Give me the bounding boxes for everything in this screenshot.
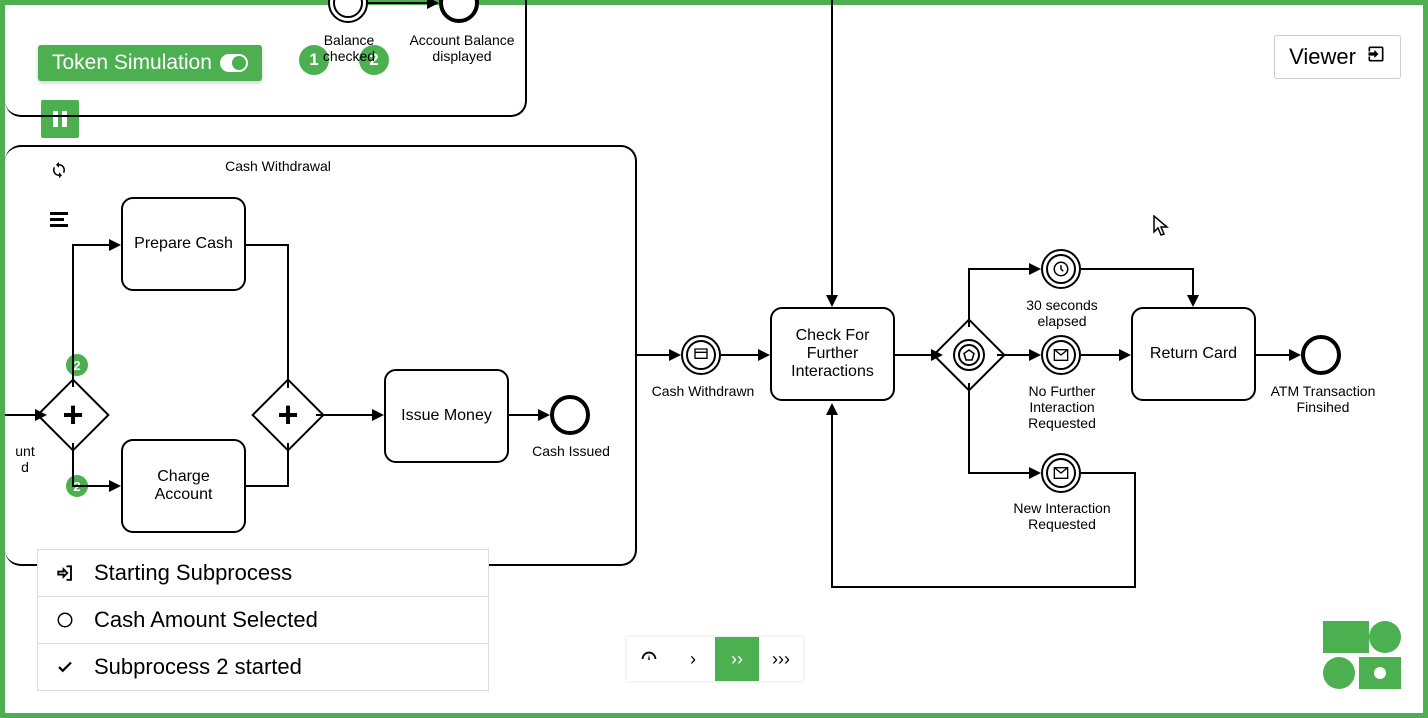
cash-withdrawal-title: Cash Withdrawal <box>218 158 338 174</box>
speed-2-button[interactable]: ›› <box>715 637 759 681</box>
end-event-atm-finished[interactable] <box>1301 335 1341 375</box>
speed-1-button[interactable]: › <box>671 637 715 681</box>
gateway-input-label: unt d <box>10 443 40 475</box>
log-row: Starting Subprocess <box>38 550 488 596</box>
task-charge-account[interactable]: Charge Account <box>121 439 246 533</box>
gateway-parallel-split[interactable]: + <box>47 389 99 441</box>
cash-issued-label: Cash Issued <box>527 443 615 459</box>
account-balance-displayed-label: Account Balance displayed <box>408 32 516 64</box>
new-interaction-label: New Interaction Requested <box>1011 500 1113 532</box>
speed-gauge-icon <box>627 637 671 681</box>
viewer-label: Viewer <box>1289 44 1356 70</box>
viewer-button[interactable]: Viewer <box>1274 35 1401 79</box>
gateway-parallel-join[interactable]: + <box>262 389 314 441</box>
end-event-cash-issued[interactable] <box>550 395 590 435</box>
task-check-further-interactions[interactable]: Check For Further Interactions <box>770 307 895 401</box>
simulation-log-panel: Starting Subprocess Cash Amount Selected… <box>38 550 488 690</box>
event-cash-withdrawn[interactable] <box>681 335 721 375</box>
log-row: Cash Amount Selected <box>38 596 488 643</box>
circle-icon <box>54 611 76 629</box>
balance-checked-label: Balance checked <box>298 32 400 64</box>
log-row: Subprocess 2 started <box>38 643 488 690</box>
no-further-label: No Further Interaction Requested <box>1021 383 1103 431</box>
speed-3-button[interactable]: ››› <box>759 637 803 681</box>
speed-control-panel: › ›› ››› <box>627 637 803 681</box>
exit-icon <box>1366 44 1386 70</box>
token-on-split-top: 2 <box>66 354 88 376</box>
atm-finished-label: ATM Transaction Finsihed <box>1267 383 1379 415</box>
gateway-event-based[interactable] <box>943 329 995 381</box>
task-prepare-cash[interactable]: Prepare Cash <box>121 197 246 291</box>
event-30-seconds[interactable] <box>1041 249 1081 289</box>
enter-icon <box>54 564 76 582</box>
log-row-label: Starting Subprocess <box>94 560 292 586</box>
thirty-seconds-label: 30 seconds elapsed <box>1021 297 1103 329</box>
cash-withdrawn-label: Cash Withdrawn <box>650 383 756 399</box>
event-new-interaction[interactable] <box>1041 453 1081 493</box>
task-issue-money[interactable]: Issue Money <box>384 369 509 463</box>
subprocess-cash-withdrawal <box>5 145 637 566</box>
task-return-card[interactable]: Return Card <box>1131 307 1256 401</box>
check-icon <box>54 658 76 676</box>
cursor-icon <box>1153 215 1169 243</box>
log-row-label: Subprocess 2 started <box>94 654 302 680</box>
log-row-label: Cash Amount Selected <box>94 607 318 633</box>
event-no-further-interaction[interactable] <box>1041 335 1081 375</box>
bpmn-io-logo-icon <box>1323 621 1401 691</box>
